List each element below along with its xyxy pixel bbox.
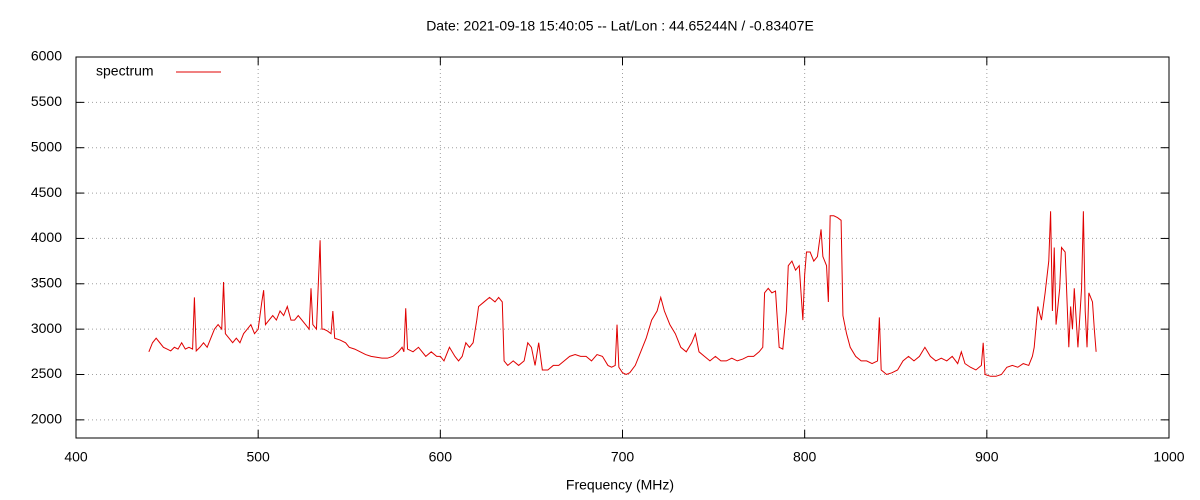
legend-label: spectrum bbox=[96, 63, 154, 79]
x-tick-label: 900 bbox=[975, 449, 999, 465]
x-tick-label: 800 bbox=[793, 449, 817, 465]
chart-title: Date: 2021-09-18 15:40:05 -- Lat/Lon : 4… bbox=[426, 18, 814, 34]
plot-frame bbox=[75, 56, 1170, 439]
x-tick-label: 1000 bbox=[1153, 449, 1184, 465]
x-tick-label: 400 bbox=[64, 449, 88, 465]
y-tick-label: 4500 bbox=[31, 184, 62, 200]
y-tick-label: 3500 bbox=[31, 274, 62, 290]
y-tick-label: 3000 bbox=[31, 320, 62, 336]
x-axis-label: Frequency (MHz) bbox=[566, 477, 674, 493]
y-tick-label: 4000 bbox=[31, 229, 62, 245]
spectrum-line bbox=[148, 211, 1097, 377]
x-tick-label: 700 bbox=[611, 449, 635, 465]
y-tick-label: 6000 bbox=[31, 48, 62, 64]
y-tick-label: 5000 bbox=[31, 138, 62, 154]
y-tick-label: 5500 bbox=[31, 93, 62, 109]
y-tick-label: 2500 bbox=[31, 365, 62, 381]
x-tick-label: 600 bbox=[429, 449, 453, 465]
y-tick-label: 2000 bbox=[31, 411, 62, 427]
x-tick-label: 500 bbox=[246, 449, 270, 465]
